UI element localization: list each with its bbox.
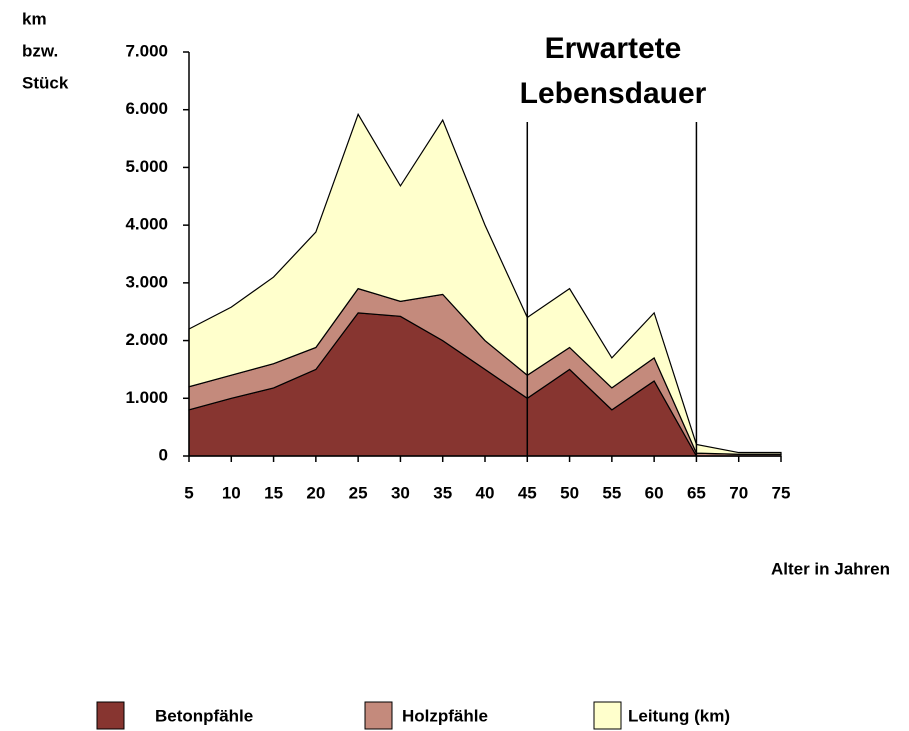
x-axis-label: Alter in Jahren [771,559,890,578]
legend-swatch [364,701,393,730]
y-axis-label: bzw. [22,41,58,60]
y-tick-label: 1.000 [125,388,168,407]
y-axis-label: Stück [22,73,69,92]
x-tick-label: 10 [222,483,241,502]
x-tick-label: 75 [772,483,791,502]
y-tick-label: 3.000 [125,272,168,291]
legend-swatch [593,701,622,730]
x-tick-label: 5 [184,483,193,502]
x-tick-label: 50 [560,483,579,502]
annotation: Lebensdauer [520,77,707,110]
y-tick-label: 5.000 [125,157,168,176]
x-tick-label: 40 [476,483,495,502]
legend-label: Betonpfähle [155,706,253,725]
annotation: Erwartete [545,32,682,65]
x-tick-label: 55 [602,483,621,502]
x-tick-label: 70 [729,483,748,502]
x-tick-label: 45 [518,483,537,502]
y-tick-label: 7.000 [125,41,168,60]
y-tick-label: 6.000 [125,99,168,118]
x-tick-label: 20 [306,483,325,502]
x-tick-label: 65 [687,483,706,502]
x-tick-label: 25 [349,483,368,502]
legend-label: Holzpfähle [402,706,488,725]
x-tick-label: 30 [391,483,410,502]
y-tick-label: 2.000 [125,330,168,349]
y-tick-label: 4.000 [125,215,168,234]
x-tick-label: 60 [645,483,664,502]
legend-label: Leitung (km) [628,706,730,725]
area [188,112,782,455]
x-tick-label: 15 [264,483,283,502]
legend-swatch [96,701,125,730]
y-axis-label: km [22,9,47,28]
y-tick-label: 0 [159,445,168,464]
x-tick-label: 35 [433,483,452,502]
